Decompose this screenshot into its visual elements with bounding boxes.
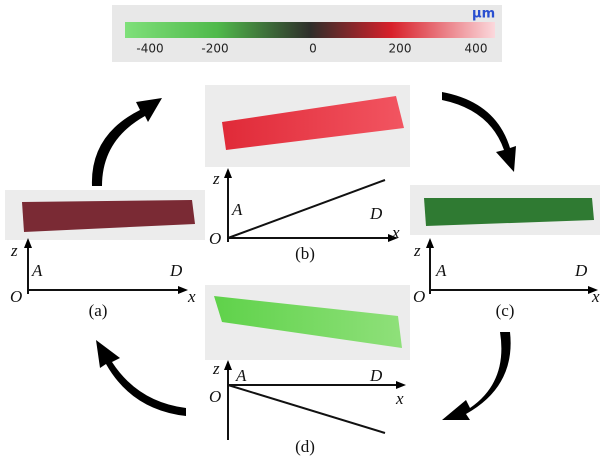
colorbar-unit: μm: [472, 7, 495, 22]
panel-label: (b): [295, 244, 315, 263]
origin-label: O: [209, 229, 221, 248]
point-label: D: [169, 261, 183, 280]
point-label: D: [369, 366, 383, 385]
point-label: A: [231, 200, 243, 219]
axes-a: z A D O x (a): [10, 238, 196, 320]
origin-label: O: [413, 287, 425, 306]
point-label: A: [235, 366, 247, 385]
colorbar-tick: 0: [309, 42, 317, 56]
axis-label: x: [591, 287, 600, 306]
axis-label: z: [10, 241, 18, 260]
point-label: A: [435, 261, 447, 280]
axes-b: z A D O x (b): [209, 168, 400, 263]
axis-label: x: [187, 287, 196, 306]
colorbar-tick: -400: [136, 42, 163, 56]
panel-label: (c): [496, 301, 515, 320]
axes-d: z A D O x (d): [209, 359, 406, 456]
colorbar-tick: 200: [389, 42, 412, 56]
point-label: D: [574, 261, 588, 280]
origin-label: O: [209, 387, 221, 406]
panel-label: (d): [295, 437, 315, 456]
axis-label: z: [212, 169, 220, 188]
colorbar-tick: -200: [201, 42, 228, 56]
diagram: μm -400 -200 0 200 400 z A D O x (b) z A…: [0, 0, 606, 469]
axes-c: z A D O x (c): [413, 238, 600, 320]
colorbar: μm -400 -200 0 200 400: [112, 5, 502, 62]
point-label: A: [31, 261, 43, 280]
axis-label: z: [212, 359, 220, 378]
panel-label: (a): [89, 301, 108, 320]
point-label: D: [369, 204, 383, 223]
axis-label: x: [395, 389, 404, 408]
axis-label: x: [391, 223, 400, 242]
origin-label: O: [10, 287, 22, 306]
axis-label: z: [413, 241, 421, 260]
colorbar-tick: 400: [465, 42, 488, 56]
